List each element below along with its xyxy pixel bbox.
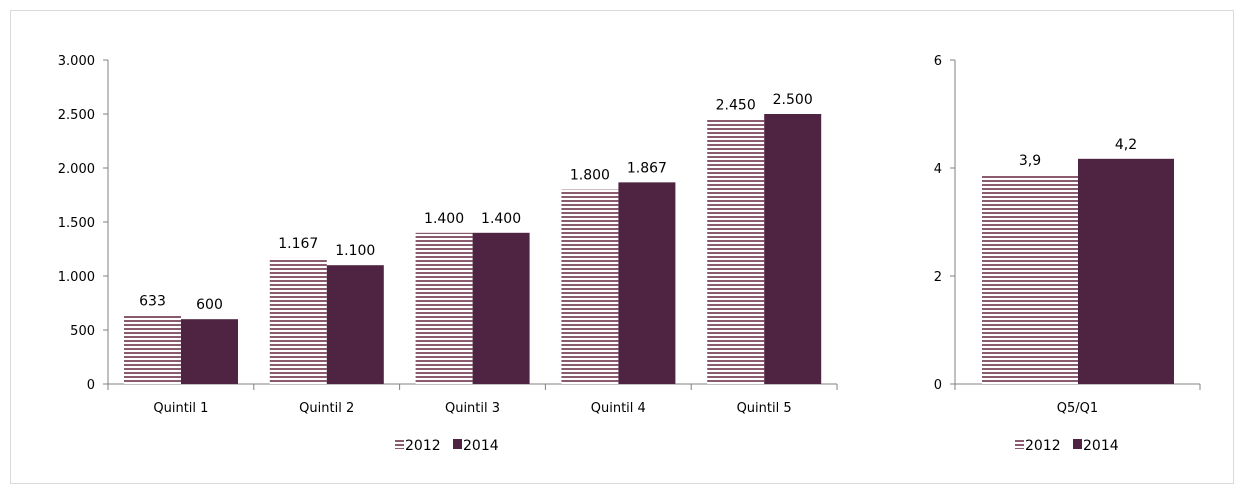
y-tick-label: 3.000 [58,54,95,69]
data-label: 600 [196,297,223,313]
data-label: 1.400 [424,211,464,227]
bar-2014-quintil-2 [326,265,384,384]
y-tick-label: 2 [934,270,942,285]
legend-swatch-2012 [1015,439,1024,449]
bar-2012-quintil-3 [415,232,473,384]
ratio-chart: 0 2 4 6 3,9 4,2 Q5/Q1 2012 2014 [934,54,1201,454]
category-label: Quintil 2 [299,401,354,416]
quintile-income-chart: 0 500 1.000 1.500 2.000 2.500 3.000 633 600 Quint… [58,54,838,454]
data-label: 3,9 [1019,153,1041,169]
category-label: Q5/Q1 [1057,401,1098,416]
bar-2012-quintil-1 [124,315,181,384]
category-label: Quintil 5 [737,401,792,416]
bar-2014-quintil-5 [764,114,822,384]
data-label: 2.500 [773,92,813,108]
legend-label-2012: 2012 [405,438,441,454]
data-label: 1.100 [335,243,375,259]
bar-2012-quintil-2 [269,257,327,384]
y-tick-label: 500 [70,324,95,339]
bar-2014-q5-q1 [1078,158,1174,384]
data-label: 1.400 [481,211,521,227]
y-tick-label: 2.500 [58,108,95,123]
y-tick-label: 4 [934,162,942,177]
category-label: Quintil 1 [153,401,208,416]
legend-label-2012: 2012 [1025,438,1061,454]
y-tick-label: 0 [934,378,942,393]
category-label: Quintil 4 [591,401,646,416]
bar-2012-q5-q1 [982,175,1078,384]
bar-2012-quintil-5 [707,119,765,385]
data-label: 633 [139,294,166,310]
legend-swatch-2014 [1073,439,1082,449]
y-tick-label: 6 [934,54,942,69]
bar-2014-quintil-3 [472,232,530,384]
y-tick-label: 0 [87,378,95,393]
legend-label-2014: 2014 [463,438,499,454]
chart-frame [10,10,1234,484]
data-label: 1.867 [627,160,667,176]
data-label: 4,2 [1115,137,1137,153]
legend-swatch-2014 [453,439,462,449]
category-label: Quintil 3 [445,401,500,416]
legend-label-2014: 2014 [1083,438,1119,454]
y-tick-label: 2.000 [58,162,95,177]
bar-2014-quintil-1 [181,319,238,384]
data-label: 1.800 [570,168,610,184]
data-label: 2.450 [716,97,756,113]
data-label: 1.167 [278,236,318,252]
legend-swatch-2012 [395,439,404,449]
y-tick-label: 1.000 [58,270,95,285]
y-tick-label: 1.500 [58,216,95,231]
bar-2012-quintil-4 [561,189,619,384]
bar-2014-quintil-4 [618,182,676,384]
